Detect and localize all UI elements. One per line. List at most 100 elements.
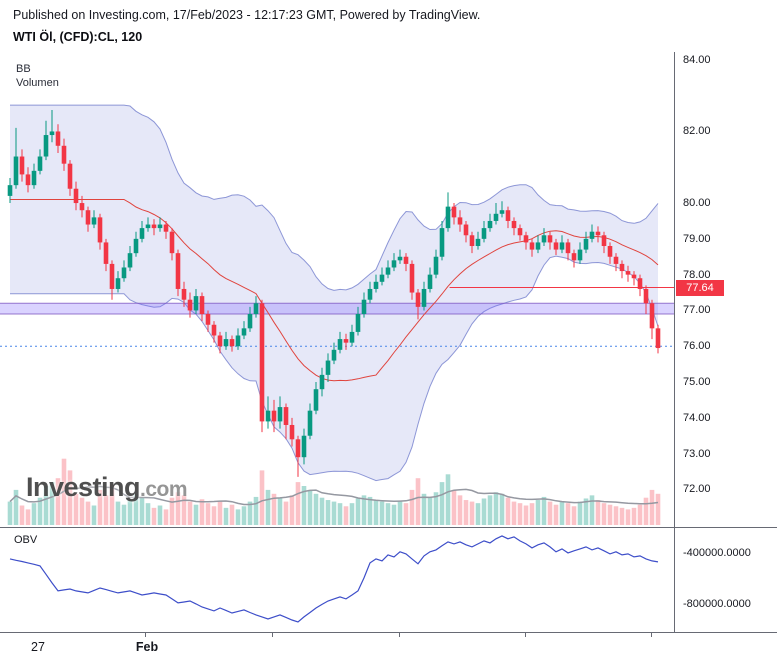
time-axis[interactable]: 27 Feb: [0, 632, 777, 664]
candle-body: [265, 410, 271, 422]
volume-bar: [55, 478, 61, 525]
candlestick-chart[interactable]: [0, 52, 674, 527]
candle-body: [553, 242, 559, 250]
watermark-bold: Investing: [26, 472, 141, 502]
volume-bar: [133, 493, 139, 525]
obv-chart[interactable]: [0, 529, 674, 633]
time-axis-label: Feb: [135, 640, 159, 654]
volume-bar: [289, 495, 295, 525]
candle-body: [415, 292, 421, 307]
volume-bar: [163, 509, 169, 525]
volume-bar: [643, 497, 649, 525]
volume-bar: [439, 482, 445, 525]
axis-tick-label: 84.00: [683, 53, 711, 66]
candle-body: [259, 303, 265, 422]
candle-body: [85, 210, 91, 225]
candle-body: [463, 224, 469, 236]
volume-bar: [577, 501, 583, 525]
volume-bar: [613, 506, 619, 525]
candle-body: [337, 339, 343, 350]
candle-body: [517, 228, 523, 236]
candle-body: [157, 224, 163, 229]
time-axis-tick: [525, 633, 526, 637]
candle-body: [115, 278, 121, 289]
axis-tick-label: 75.00: [683, 376, 711, 389]
volume-bar: [169, 497, 175, 525]
axis-tick-label: -400000.0000: [683, 546, 751, 559]
volume-bar: [433, 492, 439, 525]
bollinger-upper-line: [10, 104, 659, 291]
indicator-label-bb[interactable]: BB: [16, 63, 31, 75]
candle-body: [19, 156, 25, 175]
candle-body: [133, 238, 139, 254]
candle-body: [289, 424, 295, 440]
volume-bar: [319, 497, 325, 525]
axis-tick-label: 79.00: [683, 232, 711, 245]
volume-bar: [181, 495, 187, 525]
obv-panel[interactable]: OBV: [0, 527, 777, 632]
candle-body: [655, 328, 661, 349]
volume-bar: [325, 500, 331, 525]
volume-bar: [571, 506, 577, 525]
candle-body: [445, 206, 451, 229]
candle-body: [43, 135, 49, 157]
volume-bar: [85, 501, 91, 525]
candle-body: [325, 360, 331, 375]
volume-bar: [349, 503, 355, 525]
volume-bar: [649, 489, 655, 525]
candle-body: [409, 263, 415, 293]
volume-bar: [475, 503, 481, 525]
volume-bar: [7, 501, 13, 525]
volume-bar: [235, 509, 241, 525]
candle-body: [565, 242, 571, 254]
time-axis-tick: [272, 633, 273, 637]
main-price-panel[interactable]: BB Volumen Investing.com: [0, 52, 674, 527]
volume-ma-line: [9, 485, 659, 506]
candle-body: [145, 224, 151, 229]
volume-bar: [91, 505, 97, 525]
volume-bar: [13, 489, 19, 525]
volume-bar: [541, 496, 547, 525]
volume-bar: [283, 501, 289, 525]
candle-body: [505, 210, 511, 221]
volume-bar: [391, 504, 397, 525]
candle-body: [349, 331, 355, 343]
candle-body: [235, 335, 241, 347]
indicator-label-obv[interactable]: OBV: [14, 534, 38, 546]
volume-bar: [655, 493, 661, 525]
volume-bar: [595, 500, 601, 525]
price-axis[interactable]: 84.00 82.00 80.00 79.00 78.00 77.00 76.00 75.00…: [674, 52, 777, 632]
axis-tick-label: 82.00: [683, 125, 711, 138]
candle-body: [331, 349, 337, 361]
candle-body: [313, 389, 319, 411]
candle-body: [523, 235, 529, 243]
candle-body: [247, 314, 253, 329]
volume-bar: [403, 503, 409, 525]
indicator-label-volume[interactable]: Volumen: [16, 77, 59, 89]
candle-body: [223, 339, 229, 347]
candle-body: [439, 228, 445, 257]
volume-bar: [607, 504, 613, 525]
candle-body: [481, 228, 487, 239]
candle-body: [31, 170, 37, 186]
volume-bar: [637, 504, 643, 525]
volume-bar: [565, 503, 571, 525]
volume-bar: [619, 507, 625, 525]
candle-body: [607, 246, 613, 257]
volume-bar: [241, 506, 247, 525]
candle-body: [181, 288, 187, 300]
volume-bar: [49, 482, 55, 525]
volume-bar: [583, 498, 589, 525]
volume-bar: [469, 501, 475, 525]
volume-bar: [385, 503, 391, 525]
candle-body: [91, 217, 97, 225]
volume-bar: [463, 500, 469, 525]
volume-bar: [415, 478, 421, 525]
volume-bar: [217, 501, 223, 525]
volume-bar: [205, 503, 211, 525]
candle-body: [625, 271, 631, 275]
candle-body: [589, 231, 595, 239]
volume-bar: [151, 507, 157, 525]
volume-bar: [187, 501, 193, 525]
volume-bar: [331, 501, 337, 525]
